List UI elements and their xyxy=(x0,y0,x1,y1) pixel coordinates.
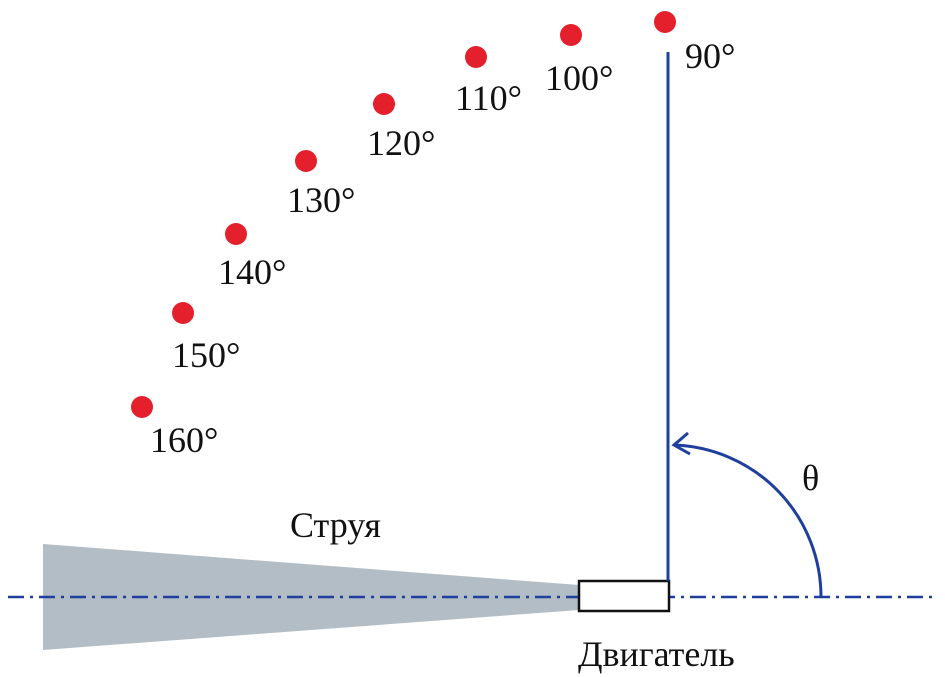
angle-symbol: θ xyxy=(802,458,819,498)
angle-label-140: 140° xyxy=(218,252,286,292)
angle-label-100: 100° xyxy=(545,58,613,98)
engine-label: Двигатель xyxy=(578,634,735,674)
measurement-point-140 xyxy=(225,223,247,245)
angle-label-130: 130° xyxy=(287,180,355,220)
angle-label-90: 90° xyxy=(685,36,735,76)
angle-label-120: 120° xyxy=(367,123,435,163)
angle-label-150: 150° xyxy=(172,335,240,375)
measurement-point-100 xyxy=(560,24,582,46)
angle-label-160: 160° xyxy=(150,420,218,460)
angle-arc xyxy=(673,443,823,598)
jet-label: Струя xyxy=(290,505,381,545)
measurement-point-160 xyxy=(131,396,153,418)
measurement-point-150 xyxy=(172,302,194,324)
angle-label-110: 110° xyxy=(455,78,522,118)
measurement-point-110 xyxy=(465,46,487,68)
engine-box xyxy=(577,579,671,613)
measurement-point-90 xyxy=(654,11,676,33)
arrow-head-icon xyxy=(671,431,691,456)
measurement-point-130 xyxy=(295,150,317,172)
measurement-point-120 xyxy=(373,93,395,115)
